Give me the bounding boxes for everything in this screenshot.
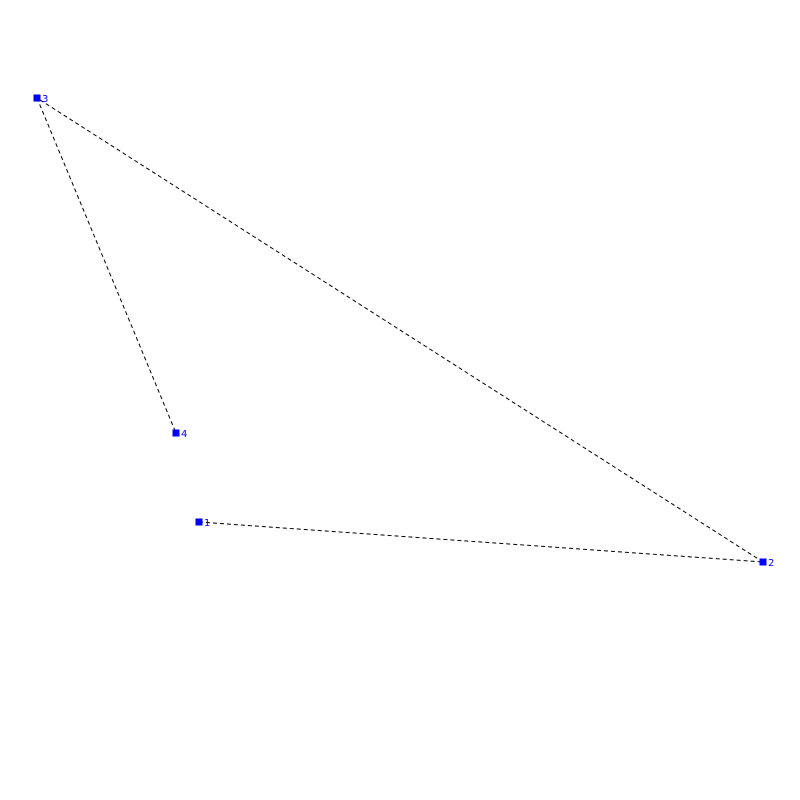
node-marker — [759, 558, 767, 566]
edge-2-3 — [36, 97, 764, 563]
edge-3-4 — [36, 97, 177, 434]
node-label: 2 — [768, 558, 774, 569]
nodes-layer: 1 2 3 4 — [33, 94, 774, 569]
node-marker — [195, 518, 203, 526]
node-3: 3 — [33, 94, 48, 105]
edges-layer — [36, 97, 764, 563]
node-label: 3 — [42, 94, 48, 105]
node-1: 1 — [195, 518, 210, 529]
node-label: 1 — [204, 518, 210, 529]
node-4: 4 — [172, 429, 187, 440]
node-label: 4 — [181, 429, 187, 440]
node-2: 2 — [759, 558, 774, 569]
edge-1-2 — [198, 521, 764, 563]
node-marker — [33, 94, 41, 102]
node-marker — [172, 429, 180, 437]
